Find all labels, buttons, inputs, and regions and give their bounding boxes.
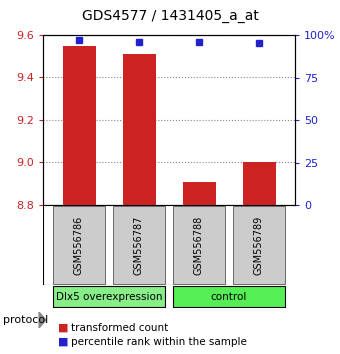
Polygon shape	[39, 312, 46, 328]
Bar	[173, 206, 225, 284]
Text: ■: ■	[58, 337, 68, 347]
Text: GSM556786: GSM556786	[74, 215, 84, 275]
Text: percentile rank within the sample: percentile rank within the sample	[71, 337, 247, 347]
Bar	[122, 54, 155, 205]
Bar	[233, 206, 285, 284]
Text: control: control	[211, 291, 247, 302]
Text: protocol: protocol	[3, 315, 49, 325]
Bar	[242, 162, 275, 205]
Text: transformed count: transformed count	[71, 323, 169, 333]
Text: GSM556787: GSM556787	[134, 215, 144, 275]
Bar	[53, 206, 105, 284]
Text: ■: ■	[58, 323, 68, 333]
Bar	[183, 182, 216, 205]
Text: GSM556789: GSM556789	[254, 215, 264, 275]
Text: GSM556788: GSM556788	[194, 215, 204, 275]
Bar	[113, 206, 165, 284]
Bar	[63, 46, 96, 205]
Bar	[53, 286, 165, 307]
Text: GDS4577 / 1431405_a_at: GDS4577 / 1431405_a_at	[82, 9, 258, 23]
Bar	[173, 286, 285, 307]
Text: Dlx5 overexpression: Dlx5 overexpression	[56, 291, 162, 302]
